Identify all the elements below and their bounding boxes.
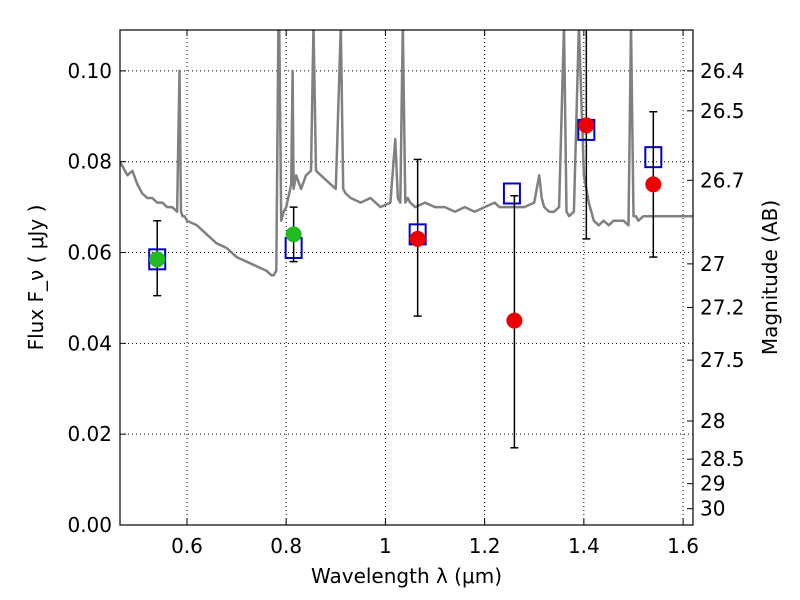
x-tick-label: 0.6 <box>171 534 203 558</box>
data-point <box>645 176 662 193</box>
data-point <box>578 117 595 134</box>
x-tick-label: 1.2 <box>469 534 501 558</box>
grid-layer <box>120 30 693 526</box>
right-tick-label: 29 <box>700 472 725 496</box>
y-tick-label: 0.04 <box>67 331 112 355</box>
y-axis-label-right: Magnitude (AB) <box>758 200 782 355</box>
right-tick-label: 26.4 <box>700 59 745 83</box>
y-tick-label: 0.06 <box>67 241 112 265</box>
x-tick-label: 0.8 <box>270 534 302 558</box>
plot-frame <box>119 29 694 526</box>
plot-layer <box>120 30 693 449</box>
x-axis-label: Wavelength λ (μm) <box>311 564 502 588</box>
model-photometry-square <box>502 182 521 205</box>
y-tick-label: 0.08 <box>67 150 112 174</box>
right-tick-label: 26.7 <box>700 168 745 192</box>
y-axis-label: Flux F_ν ( μJy ) <box>24 205 48 351</box>
right-tick-label: 28.5 <box>700 447 745 471</box>
data-point <box>285 226 302 243</box>
axis-layer: 0.6 0.8 1 1.2 1.4 1.6 0.00 0.02 0.04 0.06 0.08 0.10… <box>67 30 745 558</box>
data-point <box>506 312 523 329</box>
data-point <box>149 251 166 268</box>
data-point <box>409 230 426 247</box>
right-tick-label: 27.5 <box>700 348 745 372</box>
y-tick-label: 0.00 <box>67 513 112 537</box>
right-tick-label: 27 <box>700 252 725 276</box>
spectrum-line <box>120 30 693 277</box>
x-tick-label: 1.6 <box>667 534 699 558</box>
y-tick-label: 0.10 <box>67 59 112 83</box>
right-tick-label: 27.2 <box>700 295 745 319</box>
right-tick-label: 28 <box>700 409 725 433</box>
right-tick-label: 30 <box>700 497 725 521</box>
x-tick-label: 1.4 <box>568 534 600 558</box>
y-tick-label: 0.02 <box>67 422 112 446</box>
x-tick-label: 1 <box>379 534 392 558</box>
right-tick-label: 26.5 <box>700 99 745 123</box>
